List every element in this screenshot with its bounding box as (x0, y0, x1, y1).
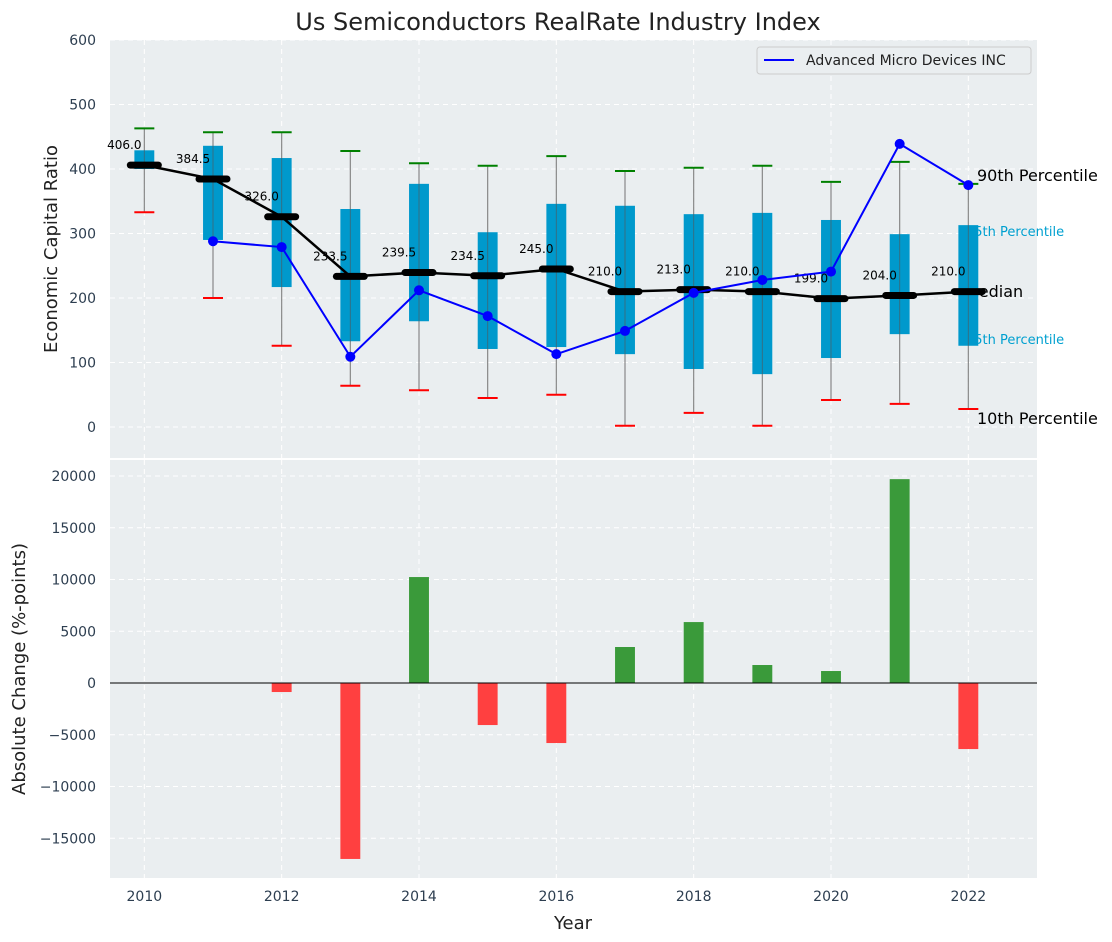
amd-point (688, 287, 699, 298)
median-label: 233.5 (313, 249, 347, 263)
amd-point (208, 236, 218, 247)
change-bar (409, 577, 429, 684)
amd-point (276, 242, 287, 253)
y-tick-label: 600 (69, 33, 96, 49)
y-tick-label: 20000 (51, 469, 96, 485)
percentile-annotation: 25th Percentile (966, 333, 1064, 348)
y-tick-label: 500 (69, 98, 96, 114)
legend-label: Advanced Micro Devices INC (806, 53, 1006, 69)
y-tick-label: 15000 (51, 521, 96, 537)
amd-point (963, 180, 974, 191)
percentile-annotation: 75th Percentile (966, 225, 1064, 240)
x-tick-label: 2016 (539, 889, 575, 905)
median-label: 245.0 (519, 242, 553, 256)
median-label: 384.5 (176, 152, 210, 166)
amd-point (345, 351, 356, 362)
amd-point (414, 285, 424, 296)
change-bar (821, 671, 841, 684)
change-bar (340, 683, 361, 859)
y-tick-label: −15000 (40, 831, 96, 847)
plot-background (110, 40, 1037, 458)
x-tick-label: 2014 (401, 889, 437, 905)
change-bar (271, 683, 292, 693)
median-label: 204.0 (862, 268, 896, 282)
change-bar (615, 647, 635, 684)
y-tick-label: −5000 (49, 728, 96, 744)
median-label: 326.0 (244, 190, 278, 204)
y-tick-label: 5000 (60, 624, 96, 640)
x-tick-label: 2012 (264, 889, 300, 905)
median-label: 210.0 (931, 265, 965, 279)
plot-background (110, 460, 1037, 878)
change-bar (683, 622, 704, 684)
x-tick-label: 2022 (951, 889, 987, 905)
chart-title: Us Semiconductors RealRate Industry Inde… (295, 8, 820, 36)
y-tick-label: 0 (87, 420, 96, 436)
change-bar (752, 665, 773, 684)
y-tick-label: 0 (87, 676, 96, 692)
change-bar (546, 683, 567, 744)
change-bar (477, 683, 498, 726)
median-label: 239.5 (382, 246, 416, 260)
x-axis-label: Year (553, 913, 593, 934)
median-label: 213.0 (656, 263, 690, 277)
y-tick-label: 400 (69, 162, 96, 178)
amd-point (482, 311, 493, 322)
median-label: 406.0 (107, 138, 141, 152)
amd-point (551, 349, 562, 360)
percentile-annotation: Median (965, 282, 1023, 301)
median-label: 210.0 (725, 265, 759, 279)
x-tick-label: 2020 (813, 889, 849, 905)
amd-point (620, 325, 630, 336)
percentile-annotation: 10th Percentile (977, 409, 1098, 428)
top-axes: 0 100 200 300 400 500 600 90th Percentile 75th P… (69, 33, 1098, 458)
percentile-annotation: 90th Percentile (977, 166, 1098, 185)
x-tick-label: 2010 (127, 889, 163, 905)
median-label: 210.0 (588, 265, 622, 279)
y-tick-label: 300 (69, 227, 96, 243)
top-y-axis-label: Economic Capital Ratio (41, 145, 62, 353)
y-tick-label: 100 (69, 356, 96, 372)
median-label: 234.5 (450, 249, 484, 263)
x-tick-label: 2018 (676, 889, 712, 905)
legend: Advanced Micro Devices INC (756, 46, 1032, 75)
amd-point (757, 274, 768, 285)
y-tick-label: 200 (69, 291, 96, 307)
amd-line (212, 142, 969, 359)
y-tick-label: −10000 (40, 780, 96, 796)
bottom-axes: 2010 2012 2014 2016 2018 2020 2022 −15000 −10000… (40, 460, 1037, 905)
amd-point (826, 266, 836, 277)
change-bar (889, 479, 910, 684)
bottom-y-axis-label: Absolute Change (%-points) (9, 543, 30, 795)
change-bar (958, 683, 979, 750)
amd-point (894, 138, 905, 149)
y-tick-label: 10000 (51, 573, 96, 589)
